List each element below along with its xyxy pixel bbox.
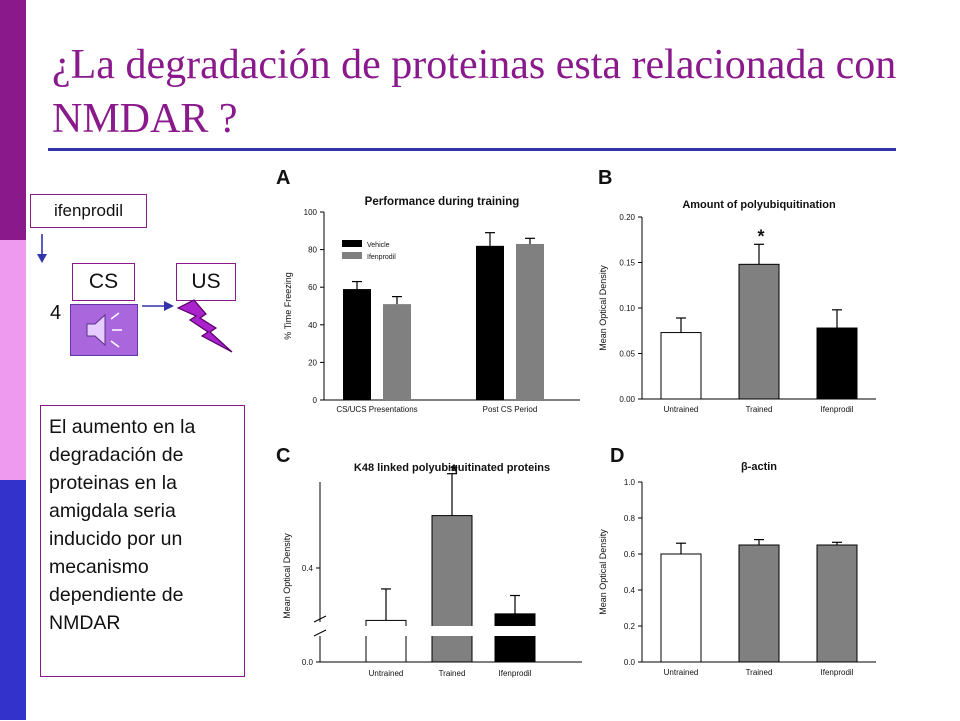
chart-d-category-label: Trained (746, 668, 773, 677)
chart-c-bar (494, 613, 536, 663)
chart-b-bar (738, 263, 780, 400)
chart-a-bar (343, 289, 371, 400)
chart-a-ytick-label: 80 (308, 246, 317, 255)
cs-label: CS (72, 263, 135, 301)
chart-a-ytick-label: 60 (308, 283, 317, 292)
panel-letter-b: B (598, 167, 612, 189)
chart-b-significance-marker: * (757, 226, 764, 246)
sidebar-stripe-purple (0, 0, 26, 240)
trial-number: 4 (50, 302, 62, 324)
chart-b-bar (816, 327, 858, 400)
chart-d-ylabel: Mean Optical Density (598, 529, 608, 615)
chart-a-legend-label: Vehicle (367, 242, 390, 249)
chart-a-bar (383, 304, 411, 400)
chart-c-significance-marker: * (450, 462, 457, 482)
chart-c-axis-break-mark (313, 629, 327, 637)
chart-a-legend-swatch (342, 252, 362, 259)
chart-a-legend-swatch (342, 240, 362, 247)
sidebar-stripe-blue (0, 480, 26, 720)
chart-b: B Amount of polyubiquitination 0.00 0.05 0.… (598, 167, 876, 414)
chart-a-title: Performance during training (365, 196, 520, 208)
chart-a-bar (516, 243, 544, 400)
right-arrow-icon (142, 301, 174, 311)
chart-d-ytick-label: 0.6 (624, 550, 636, 559)
chart-c-bar (431, 515, 473, 663)
chart-a-legend-label: Ifenprodil (367, 254, 396, 261)
chart-b-category-label: Untrained (664, 405, 699, 414)
chart-c-bar-break-gap (430, 626, 474, 636)
chart-d-ytick-label: 1.0 (624, 478, 636, 487)
sidebar-stripe-pink (0, 240, 26, 480)
chart-b-ytick-label: 0.20 (619, 213, 635, 222)
chart-d-bar (660, 553, 702, 663)
chart-a-ytick-label: 40 (308, 321, 317, 330)
chart-a-ytick-label: 100 (304, 208, 318, 217)
panel-letter-a: A (276, 167, 290, 189)
chart-b-category-label: Ifenprodil (821, 405, 854, 414)
chart-c-ytick-label: 0.0 (302, 658, 314, 667)
speaker-icon[interactable] (70, 304, 138, 356)
chart-a: A Performance during training 0 20 40 60 80 10… (276, 167, 580, 414)
chart-d-category-label: Untrained (664, 668, 699, 677)
chart-d-category-label: Ifenprodil (821, 668, 854, 677)
panel-b: B Amount of polyubiquitination 0.00 0.05 0.… (594, 160, 894, 425)
chart-a-ytick-label: 0 (313, 396, 318, 405)
chart-b-bar (660, 332, 702, 400)
chart-c-category-label: Trained (439, 669, 466, 678)
chart-b-ytick-label: 0.10 (619, 304, 635, 313)
us-label: US (176, 263, 236, 301)
title-divider (48, 148, 896, 151)
chart-b-ylabel: Mean Optical Density (598, 265, 608, 351)
chart-c-category-label: Ifenprodil (499, 669, 532, 678)
chart-b-ytick-label: 0.15 (619, 259, 635, 268)
chart-a-category-label: Post CS Period (483, 405, 538, 414)
chart-d-ytick-label: 0.0 (624, 658, 636, 667)
chart-c: C K48 linked polyubiquitinated proteins 0… (276, 445, 582, 678)
chart-b-ytick-label: 0.00 (619, 395, 635, 404)
chart-c-category-label: Untrained (369, 669, 404, 678)
panel-d: D β-actin 0.0 0.2 0.4 0.6 0.8 1.0 Mean Optical … (594, 436, 894, 721)
chart-c-ylabel: Mean Optical Density (282, 533, 292, 619)
chart-a-bar (476, 245, 504, 400)
chart-d-title: β-actin (741, 461, 777, 473)
slide-title: ¿La degradación de proteinas esta relaci… (52, 42, 897, 142)
panel-letter-c: C (276, 445, 290, 467)
panel-letter-d: D (610, 445, 624, 467)
chart-b-category-label: Trained (746, 405, 773, 414)
chart-c-axis-break-mark (313, 615, 327, 623)
panel-c: C K48 linked polyubiquitinated proteins 0… (262, 436, 592, 721)
chart-a-ylabel: % Time Freezing (283, 272, 293, 340)
down-arrow-icon (37, 234, 47, 263)
chart-a-ytick-label: 20 (308, 358, 317, 367)
ifenprodil-label: ifenprodil (30, 194, 147, 228)
chart-c-bar-break-gap (364, 626, 408, 636)
conclusion-textbox: El aumento en la degradación de proteina… (40, 405, 245, 677)
chart-d-ytick-label: 0.2 (624, 622, 636, 631)
chart-c-ytick-label: 0.4 (302, 564, 314, 573)
lightning-bolt-icon (176, 299, 233, 353)
chart-c-bar-break-gap (493, 626, 537, 636)
chart-c-title: K48 linked polyubiquitinated proteins (354, 462, 550, 474)
chart-d-bar (738, 544, 780, 663)
chart-d-ytick-label: 0.4 (624, 586, 636, 595)
chart-d-ytick-label: 0.8 (624, 514, 636, 523)
chart-b-ytick-label: 0.05 (619, 350, 635, 359)
chart-a-category-label: CS/UCS Presentations (336, 405, 417, 414)
chart-d: D β-actin 0.0 0.2 0.4 0.6 0.8 1.0 Mean Optical … (598, 445, 876, 677)
chart-d-bar (816, 544, 858, 663)
chart-b-title: Amount of polyubiquitination (682, 199, 836, 211)
panel-a: A Performance during training 0 20 40 60 80 10… (262, 160, 592, 425)
